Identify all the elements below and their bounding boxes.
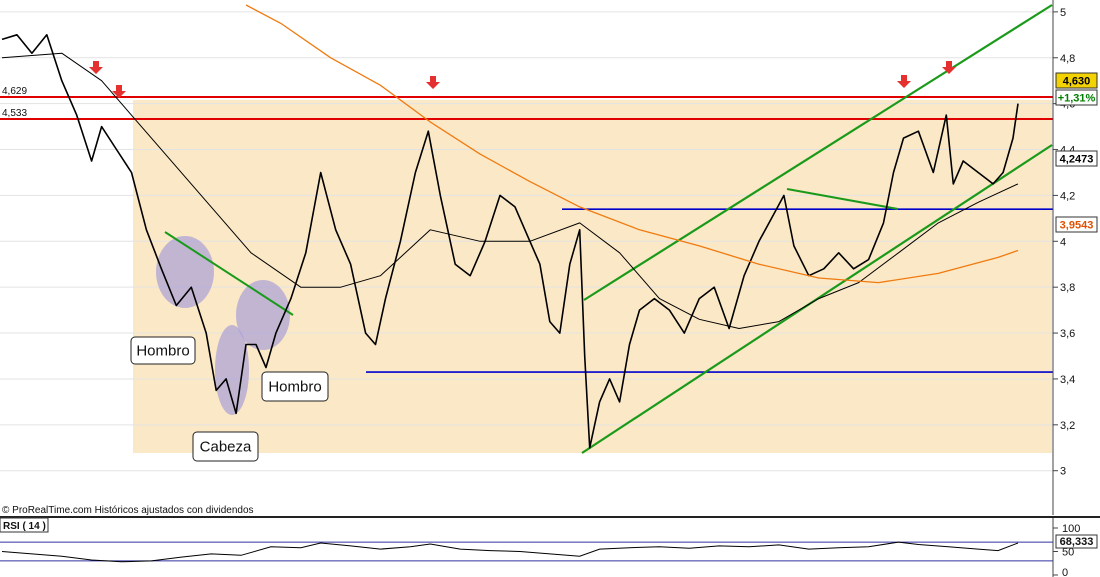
rsi-axis-tick-label: 50 bbox=[1062, 547, 1074, 559]
down-arrow-icon bbox=[112, 85, 126, 98]
flag-trendline bbox=[786, 188, 899, 210]
rsi-line bbox=[1, 541, 1019, 563]
down-arrow-icon bbox=[89, 61, 103, 74]
axis-tick-label: 4,2 bbox=[1060, 190, 1075, 202]
neckline-trendline bbox=[164, 231, 294, 316]
head-highlight bbox=[215, 325, 249, 415]
rsi-axis-tick-label: 100 bbox=[1062, 523, 1080, 535]
rsi-value-badge bbox=[1055, 534, 1098, 549]
axis-tick-label: 3 bbox=[1060, 466, 1066, 478]
value-badge-text: 4,630 bbox=[1063, 76, 1091, 88]
resistance-level-label: 4,629 bbox=[2, 86, 27, 97]
channel-upper-trendline bbox=[583, 4, 1053, 301]
annotation-labels: Hombro Cabeza Hombro bbox=[130, 336, 329, 462]
channel-lower-trendline bbox=[581, 144, 1053, 454]
annotation-label: Hombro bbox=[136, 343, 189, 360]
resistance-arrows bbox=[89, 61, 956, 98]
axis-tick-label: 3,4 bbox=[1060, 374, 1075, 386]
down-arrow-icon bbox=[942, 61, 956, 74]
value-badge-text: +1,31% bbox=[1058, 93, 1096, 105]
annotation-box bbox=[130, 336, 196, 365]
annotation-box bbox=[261, 371, 329, 402]
down-arrow-icon bbox=[897, 75, 911, 88]
horizontal-levels bbox=[0, 95, 1053, 373]
resistance-level-label: 4,533 bbox=[2, 108, 27, 119]
series-group bbox=[1, 4, 1019, 449]
rsi-value-text: 68,333 bbox=[1060, 536, 1094, 548]
moving-average-long-line bbox=[245, 4, 1019, 284]
axis-tick-label: 5 bbox=[1060, 7, 1066, 19]
value-badge bbox=[1055, 216, 1098, 233]
rsi-axis-tick-label: 0 bbox=[1062, 567, 1068, 577]
right-shoulder-highlight bbox=[236, 280, 290, 350]
value-badge bbox=[1055, 72, 1098, 89]
trendlines bbox=[164, 4, 1053, 454]
axis-tick-label: 3,2 bbox=[1060, 420, 1075, 432]
annotation-label: Hombro bbox=[268, 379, 321, 396]
axis-tick-label: 3,8 bbox=[1060, 282, 1075, 294]
value-badge-text: 3,9543 bbox=[1060, 220, 1094, 232]
annotation-box bbox=[192, 431, 259, 462]
down-arrow-icon bbox=[426, 76, 440, 89]
left-shoulder-highlight bbox=[156, 236, 214, 308]
axis-tick-label: 3,6 bbox=[1060, 328, 1075, 340]
rsi-label: RSI ( 14 ) bbox=[3, 521, 46, 532]
axis-tick-label: 4 bbox=[1060, 236, 1066, 248]
value-badges: 4,630 +1,31% 4,2473 3,9543 bbox=[1055, 72, 1098, 233]
watermark: © ProRealTime.com Históricos ajustados c… bbox=[2, 505, 254, 516]
level-labels: 4,629 4,533 bbox=[2, 86, 27, 119]
value-badge bbox=[1055, 89, 1098, 106]
axis-tick-label: 4,8 bbox=[1060, 53, 1075, 65]
annotation-label: Cabeza bbox=[200, 439, 252, 456]
value-badge bbox=[1055, 150, 1098, 167]
value-badge-text: 4,2473 bbox=[1060, 154, 1094, 166]
moving-average-short-line bbox=[1, 52, 1019, 329]
price-line bbox=[1, 34, 1019, 449]
rsi-label-box bbox=[0, 517, 49, 533]
